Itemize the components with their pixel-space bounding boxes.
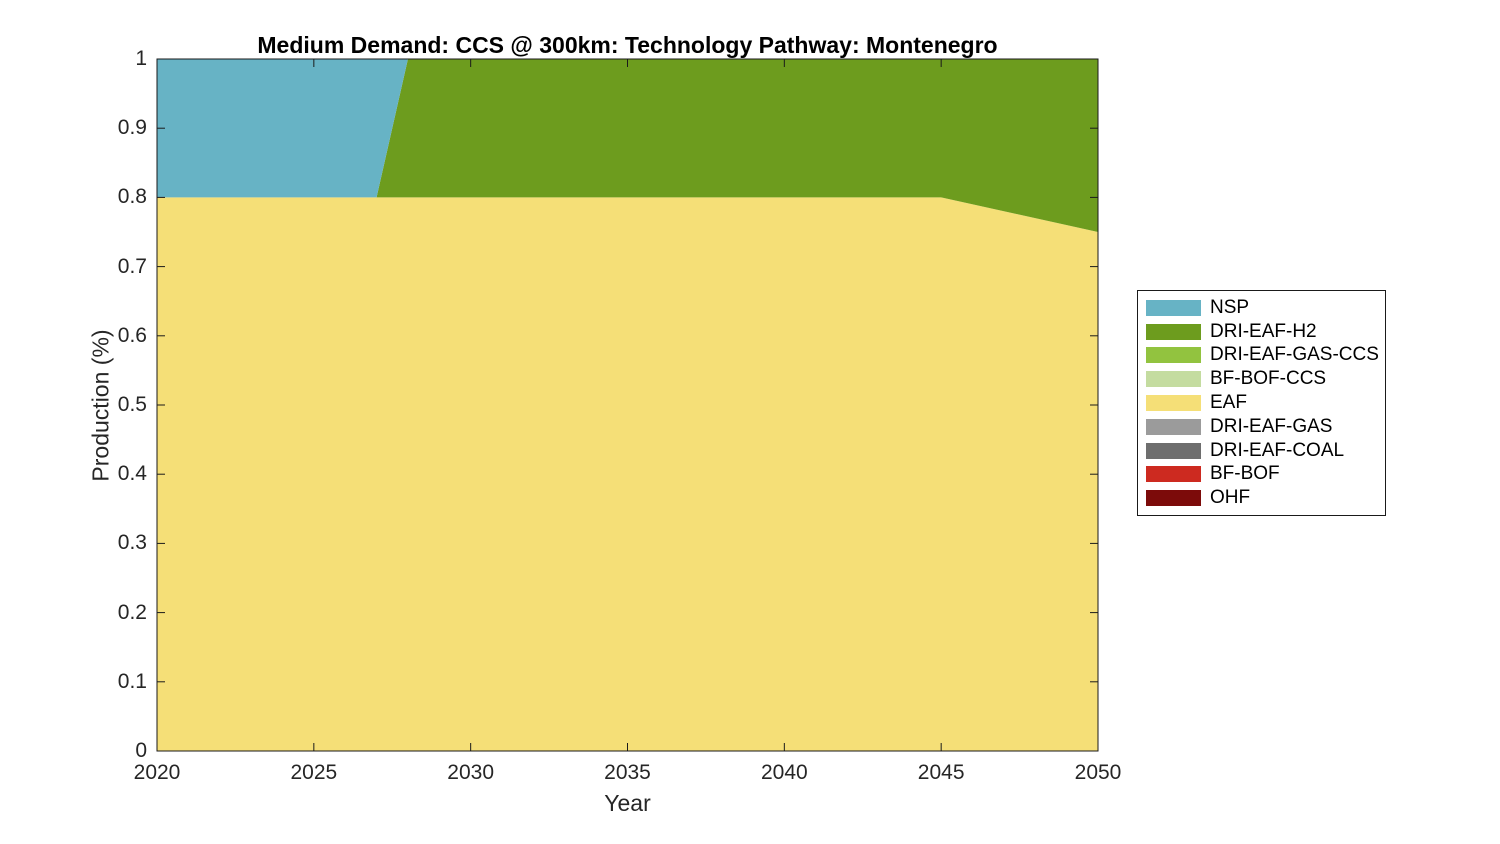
x-tick-label: 2050 <box>1074 761 1122 784</box>
legend-swatch <box>1146 418 1201 435</box>
legend-label: DRI-EAF-H2 <box>1210 320 1317 342</box>
legend-item-BF-BOF-CCS: BF-BOF-CCS <box>1138 367 1385 391</box>
y-tick-label: 0 <box>135 739 147 762</box>
y-tick-label: 0.5 <box>117 393 147 416</box>
x-tick-label: 2045 <box>917 761 965 784</box>
x-tick-label: 2035 <box>604 761 651 784</box>
legend-label: EAF <box>1210 392 1247 414</box>
legend-item-DRI-EAF-GAS: DRI-EAF-GAS <box>1138 415 1385 439</box>
legend-swatch <box>1146 466 1201 483</box>
chart-title: Medium Demand: CCS @ 300km: Technology P… <box>257 32 998 58</box>
y-tick-label: 0.8 <box>117 185 147 209</box>
y-tick-label: 0.6 <box>117 323 147 347</box>
legend-swatch <box>1146 395 1201 412</box>
legend-box: NSP DRI-EAF-H2 DRI-EAF-GAS-CCS BF-BOF-CCS EA… <box>1137 290 1386 516</box>
area-DRI-EAF-H2 <box>157 59 1098 232</box>
legend-label: BF-BOF-CCS <box>1210 368 1327 390</box>
legend-label: DRI-EAF-GAS-CCS <box>1210 344 1379 366</box>
area-NSP <box>157 59 1098 198</box>
legend-label: DRI-EAF-GAS <box>1210 415 1333 437</box>
x-tick-label: 2040 <box>760 761 808 784</box>
legend-item-NSP: NSP <box>1138 296 1385 320</box>
legend-item-EAF: EAF <box>1138 391 1385 415</box>
x-tick-label: 2030 <box>447 761 495 784</box>
y-tick-label: 0.9 <box>117 116 147 140</box>
legend-swatch <box>1146 371 1201 388</box>
legend-item-DRI-EAF-GAS-CCS: DRI-EAF-GAS-CCS <box>1138 344 1385 368</box>
y-tick-label: 0.1 <box>117 669 147 693</box>
legend-swatch <box>1146 323 1201 340</box>
legend-swatch <box>1146 347 1201 364</box>
legend-label: DRI-EAF-COAL <box>1210 439 1345 461</box>
legend-swatch <box>1146 490 1201 507</box>
y-tick-label: 0.4 <box>117 462 147 486</box>
legend-swatch <box>1146 299 1201 316</box>
legend-item-OHF: OHF <box>1138 486 1385 510</box>
legend-item-DRI-EAF-COAL: DRI-EAF-COAL <box>1138 439 1385 463</box>
x-tick-label: 2020 <box>133 761 181 784</box>
legend-item-DRI-EAF-H2: DRI-EAF-H2 <box>1138 320 1385 344</box>
y-tick-label: 0.3 <box>117 531 147 555</box>
legend-item-BF-BOF: BF-BOF <box>1138 462 1385 486</box>
x-axis-label: Year <box>604 790 651 816</box>
legend-label: BF-BOF <box>1210 463 1280 485</box>
legend-swatch <box>1146 442 1201 459</box>
legend-label: OHF <box>1210 487 1251 509</box>
x-tick-label: 2025 <box>290 761 338 784</box>
y-tick-label: 1 <box>135 47 147 70</box>
area-EAF <box>157 197 1098 751</box>
y-tick-label: 0.7 <box>117 254 147 278</box>
y-tick-label: 0.2 <box>117 600 147 624</box>
legend-label: NSP <box>1210 296 1250 318</box>
